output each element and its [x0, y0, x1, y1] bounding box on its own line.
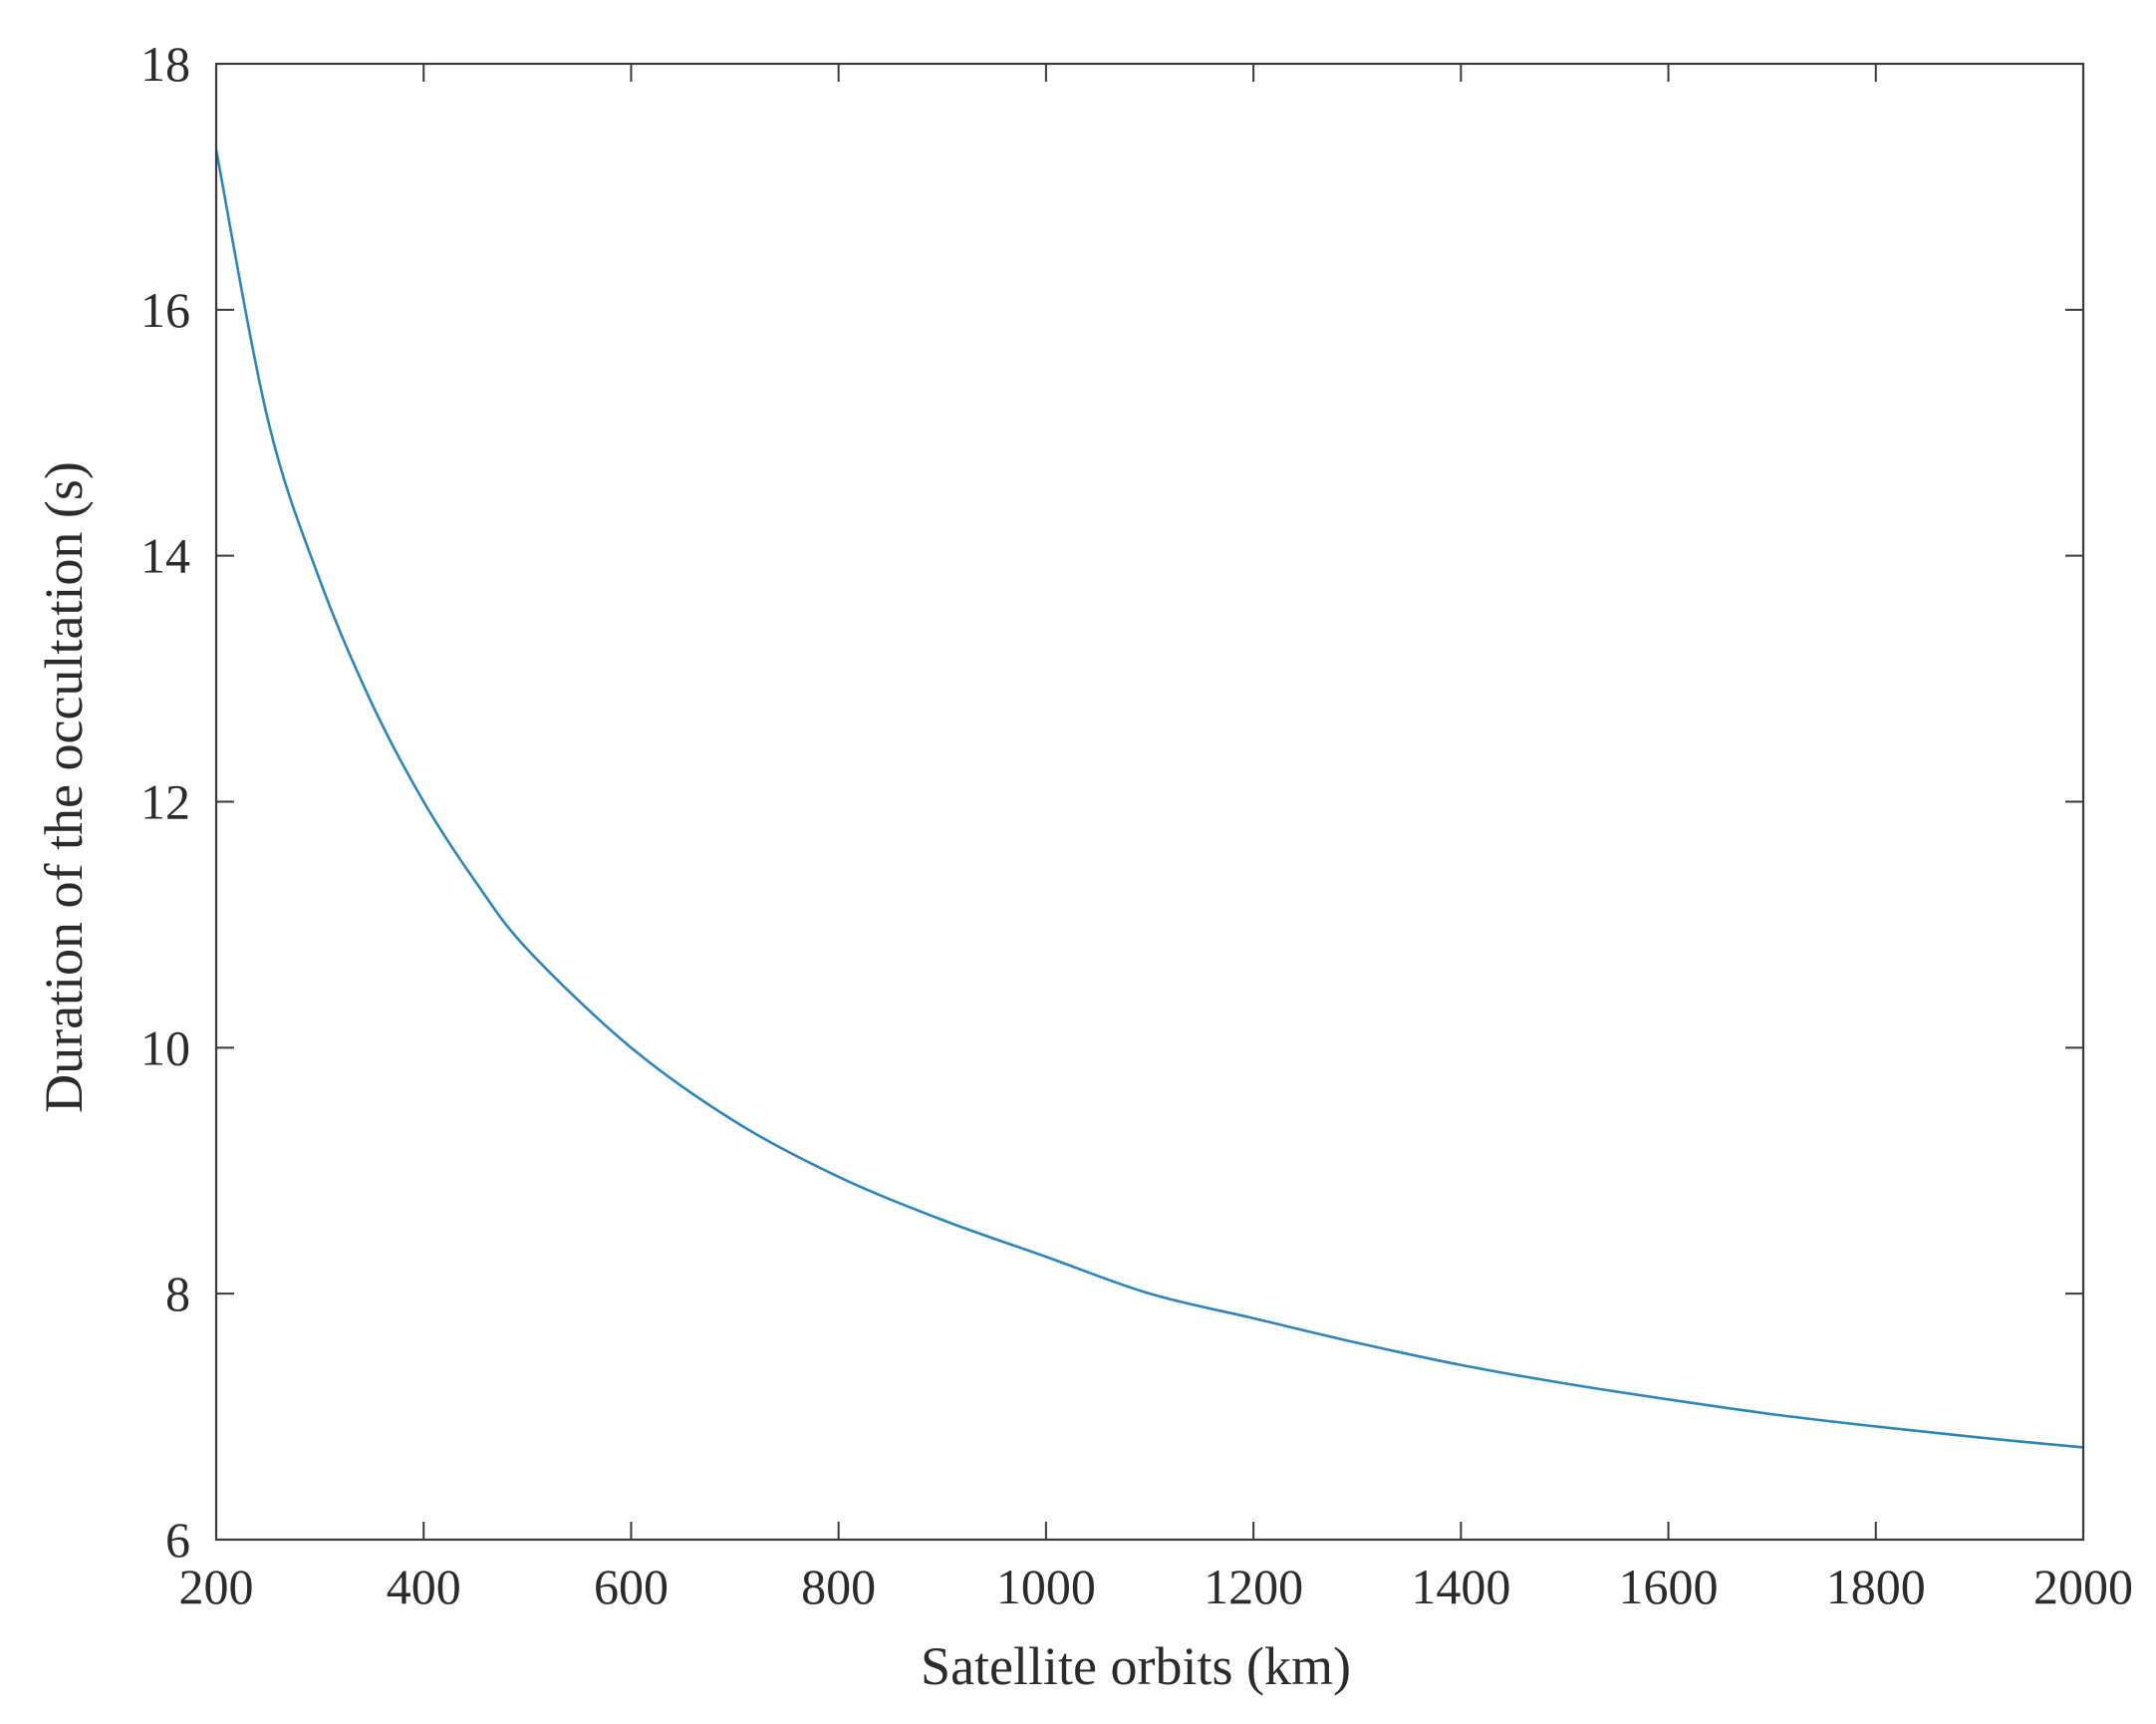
x-tick-label-1400: 1400: [1411, 1559, 1510, 1614]
x-tick-label-600: 600: [594, 1559, 669, 1614]
x-tick-label-200: 200: [179, 1559, 254, 1614]
y-tick-label-12: 12: [140, 774, 190, 830]
x-tick-label-2000: 2000: [2033, 1559, 2133, 1614]
y-tick-label-18: 18: [140, 36, 190, 92]
x-axis-label: Satellite orbits (km): [921, 1636, 1351, 1696]
x-tick-label-400: 400: [387, 1559, 461, 1614]
y-tick-label-6: 6: [165, 1512, 190, 1568]
x-tick-label-1600: 1600: [1619, 1559, 1719, 1614]
y-tick-label-16: 16: [140, 282, 190, 338]
x-tick-label-1000: 1000: [996, 1559, 1096, 1614]
x-tick-label-1200: 1200: [1204, 1559, 1303, 1614]
tick-labels: 200 400 600 800 1000 1200 1400 1600 1800 2000 6 8 10…: [140, 36, 2133, 1614]
axis-ticks: [215, 63, 2084, 1541]
x-tick-label-800: 800: [801, 1559, 876, 1614]
y-tick-label-14: 14: [140, 528, 190, 584]
y-axis-label: Duration of the occultation (s): [34, 461, 94, 1113]
y-tick-label-8: 8: [165, 1266, 190, 1321]
x-tick-label-1800: 1800: [1826, 1559, 1926, 1614]
y-tick-label-10: 10: [140, 1019, 190, 1075]
series-line-0: [214, 149, 2084, 1449]
